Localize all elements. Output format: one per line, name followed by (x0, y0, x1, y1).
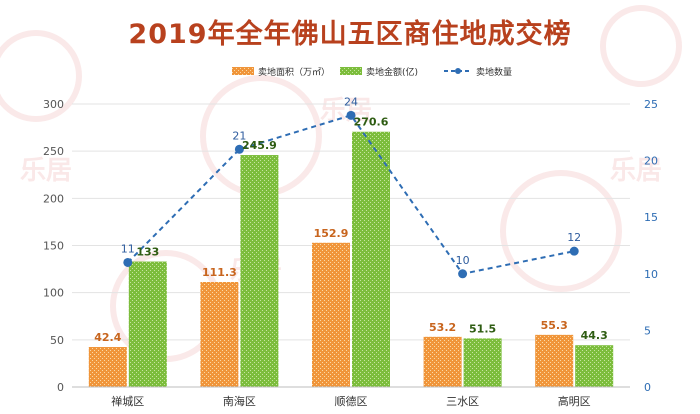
category-tick-label: 高明区 (558, 394, 591, 408)
data-label-area: 111.3 (202, 266, 237, 279)
bar-amount (128, 261, 167, 387)
bar-amount (575, 345, 614, 387)
bar-area (312, 242, 350, 387)
category-tick-label: 南海区 (223, 394, 256, 408)
left-axis-tick-label: 150 (43, 240, 64, 253)
line-count-point (123, 257, 133, 267)
chart-title: 2019年全年佛山五区商住地成交榜 (128, 19, 572, 50)
data-label-amount: 51.5 (469, 322, 496, 335)
legend-label-amount: 卖地金额(亿) (366, 66, 418, 78)
line-count-point (234, 144, 244, 154)
legend-swatch-amount (340, 67, 362, 75)
data-label-area: 42.4 (94, 331, 121, 344)
legend-swatch-area (232, 67, 254, 75)
bar-area (535, 334, 574, 387)
right-axis-tick-label: 20 (644, 155, 658, 168)
legend-marker-count (455, 68, 461, 74)
right-axis-tick-label: 0 (644, 381, 651, 394)
bar-amount (352, 131, 390, 387)
bar-area (88, 347, 127, 387)
data-label-count: 24 (344, 95, 358, 108)
left-axis-tick-label: 50 (50, 334, 64, 347)
bar-area (200, 282, 239, 387)
left-axis-tick-label: 300 (43, 98, 64, 111)
data-label-area: 53.2 (429, 321, 456, 334)
left-axis-tick-label: 100 (43, 287, 64, 300)
data-label-amount: 270.6 (354, 116, 389, 129)
data-label-area: 152.9 (314, 227, 349, 240)
line-count-point (346, 110, 356, 120)
data-label-count: 11 (121, 242, 135, 255)
right-axis-tick-label: 5 (644, 324, 651, 337)
right-axis-tick-label: 25 (644, 98, 658, 111)
category-tick-label: 禅城区 (111, 394, 144, 408)
line-count-point (569, 246, 579, 256)
left-axis-tick-label: 250 (43, 145, 64, 158)
legend-label-area: 卖地面积（万㎡） (258, 66, 330, 78)
data-label-count: 10 (456, 254, 470, 267)
data-label-amount: 245.9 (242, 139, 277, 152)
left-axis-tick-label: 0 (57, 381, 64, 394)
category-tick-label: 三水区 (446, 395, 479, 408)
category-tick-label: 顺德区 (335, 394, 368, 408)
data-label-count: 12 (567, 231, 581, 244)
right-axis-tick-label: 15 (644, 211, 658, 224)
data-label-count: 21 (232, 129, 246, 142)
line-count-point (458, 269, 468, 279)
bar-amount (463, 338, 502, 387)
line-count-series (127, 114, 575, 275)
data-label-amount: 44.3 (581, 329, 608, 342)
left-axis-tick-label: 200 (43, 192, 64, 205)
data-label-area: 55.3 (541, 319, 568, 332)
right-axis-tick-label: 10 (644, 268, 658, 281)
bar-amount (240, 155, 279, 387)
bar-area (423, 336, 462, 387)
legend-label-count: 卖地数量 (476, 66, 512, 78)
data-label-amount: 133 (136, 246, 159, 259)
